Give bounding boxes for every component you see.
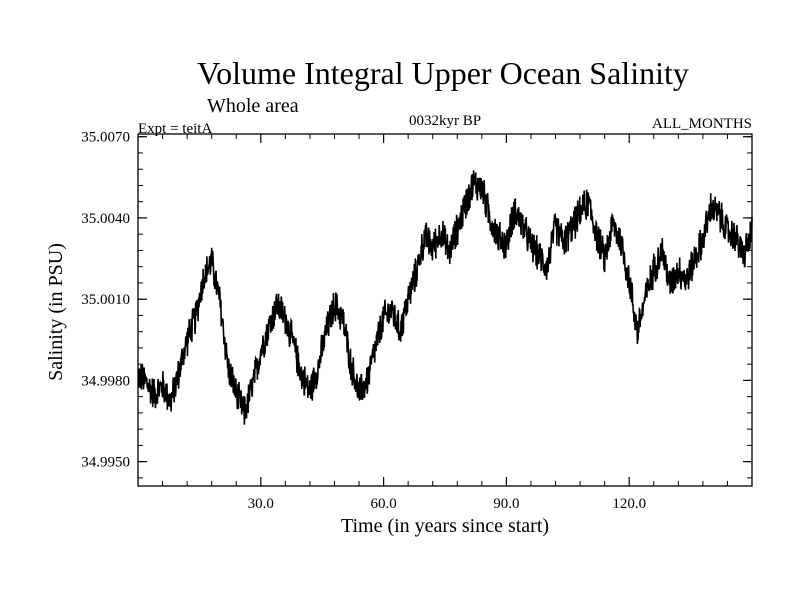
y-tick-label: 34.9950 [81,455,130,471]
y-axis: 34.9950 34.9980 35.0010 35.0040 35.0070 [81,130,752,479]
y-tick-label: 35.0040 [81,211,130,227]
x-tick-label: 120.0 [612,496,646,512]
y-tick-label: 34.9980 [81,373,130,389]
experiment-label: Expt = teitA [138,121,212,137]
period-label: 0032kyr BP [409,113,481,129]
x-tick-label: 60.0 [370,496,396,512]
x-axis-label: Time (in years since start) [341,515,549,537]
y-tick-label: 35.0010 [81,292,130,308]
months-label: ALL_MONTHS [652,116,752,132]
x-axis: 30.0 60.0 90.0 120.0 [162,134,728,512]
y-tick-label: 35.0070 [81,130,130,146]
y-axis-label: Salinity (in PSU) [45,243,67,381]
chart-subtitle: Whole area [207,95,299,117]
plot-frame [137,133,753,487]
x-tick-label: 30.0 [248,496,274,512]
series-line-salinity [137,170,753,425]
x-tick-label: 90.0 [493,496,519,512]
chart-title: Volume Integral Upper Ocean Salinity [197,55,689,91]
series-group [137,170,753,425]
